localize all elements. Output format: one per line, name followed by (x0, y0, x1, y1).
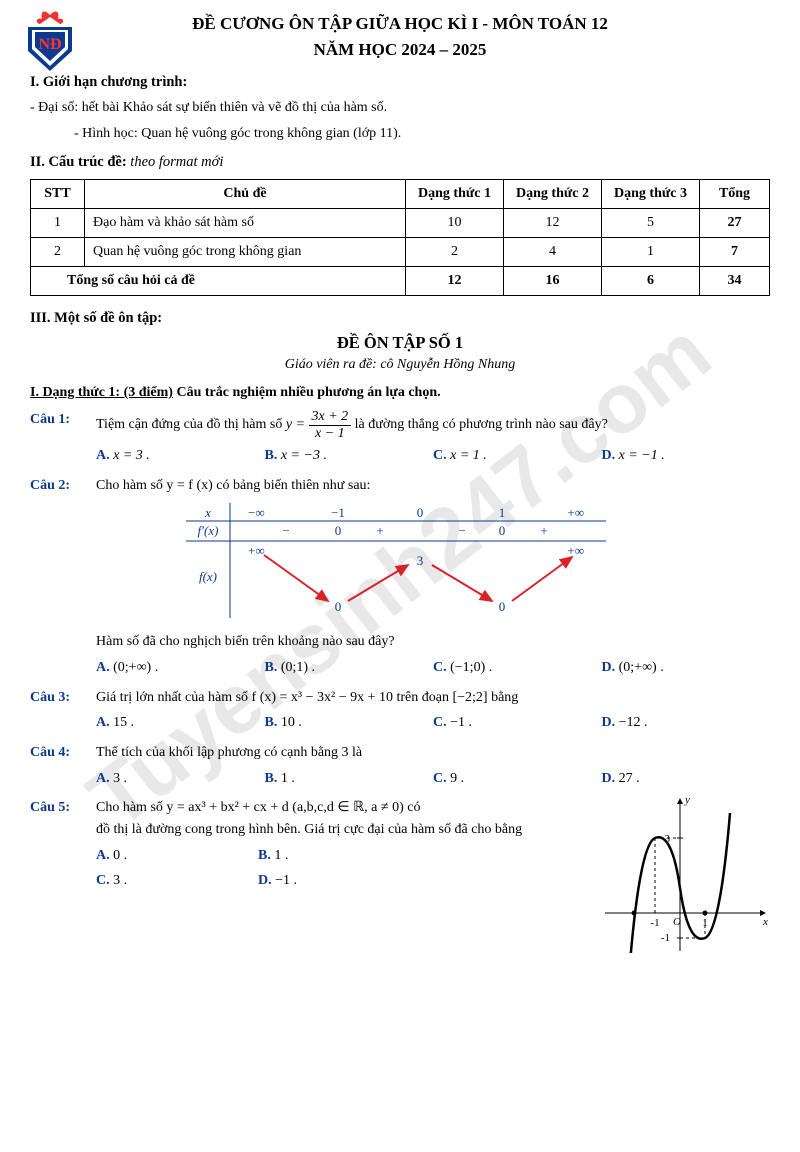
svg-text:3: 3 (417, 553, 424, 568)
svg-text:0: 0 (335, 523, 342, 538)
section-1-p2: - Hình học: Quan hệ vuông góc trong khôn… (74, 123, 770, 145)
table-row: 2 Quan hệ vuông góc trong không gian 2 4… (31, 238, 770, 267)
school-logo: NĐ (20, 9, 80, 79)
table-row: 1 Đạo hàm và khảo sát hàm số 10 12 5 27 (31, 209, 770, 238)
svg-text:1: 1 (499, 505, 506, 520)
doc-title-2: NĂM HỌC 2024 – 2025 (30, 40, 770, 60)
section-2-heading: II. Cấu trúc đề: theo format mới (30, 154, 770, 171)
svg-text:NĐ: NĐ (38, 36, 61, 53)
svg-text:-1: -1 (661, 932, 670, 944)
table-header-row: STT Chủ đề Dạng thức 1 Dạng thức 2 Dạng … (31, 180, 770, 209)
svg-text:-1: -1 (650, 917, 659, 929)
svg-text:+∞: +∞ (567, 505, 584, 520)
svg-text:y: y (684, 797, 690, 806)
section-1-heading: I. Giới hạn chương trình: (30, 74, 770, 91)
svg-text:+: + (540, 523, 547, 538)
table-total-row: Tổng số câu hỏi cả đề 12 16 6 34 (31, 267, 770, 296)
svg-text:0: 0 (499, 523, 506, 538)
exam-title: ĐỀ ÔN TẬP SỐ 1 (30, 333, 770, 353)
teacher-name: Giáo viên ra đề: cô Nguyễn Hồng Nhung (30, 357, 770, 373)
svg-text:−: − (458, 523, 465, 538)
svg-text:O: O (673, 916, 681, 928)
svg-text:−∞: −∞ (248, 505, 265, 520)
question-1: Câu 1: Tiệm cận đứng của đồ thị hàm số y… (30, 409, 770, 466)
question-5: Câu 5: x y -1 1 3 -1 O (30, 797, 770, 953)
svg-text:−: − (282, 523, 289, 538)
cubic-graph: x y -1 1 3 -1 O (595, 797, 770, 953)
svg-text:0: 0 (335, 599, 342, 614)
variation-table: x f′(x) f(x) −∞ −1 0 1 +∞ − 0 + − 0 + +∞… (186, 503, 606, 618)
structure-table: STT Chủ đề Dạng thức 1 Dạng thức 2 Dạng … (30, 179, 770, 296)
svg-text:x: x (762, 916, 768, 928)
svg-text:0: 0 (499, 599, 506, 614)
svg-text:0: 0 (417, 505, 424, 520)
question-2: Câu 2: Cho hàm số y = f (x) có bảng biến… (30, 475, 770, 679)
svg-text:f(x): f(x) (199, 569, 217, 584)
question-3: Câu 3: Giá trị lớn nhất của hàm số f (x)… (30, 687, 770, 734)
section-3-heading: III. Một số đề ôn tập: (30, 310, 770, 327)
svg-text:+: + (376, 523, 383, 538)
svg-text:f′(x): f′(x) (198, 523, 219, 538)
part1-heading: I. Dạng thức 1: (3 điểm) (30, 385, 173, 400)
svg-text:+∞: +∞ (248, 543, 265, 558)
question-4: Câu 4: Thể tích của khối lập phương có c… (30, 742, 770, 789)
doc-title-1: ĐỀ CƯƠNG ÔN TẬP GIỮA HỌC KÌ I - MÔN TOÁN… (30, 14, 770, 34)
section-1-p1: - Đại số: hết bài Khảo sát sự biến thiên… (30, 97, 770, 119)
svg-text:−1: −1 (331, 505, 345, 520)
svg-text:+∞: +∞ (567, 543, 584, 558)
svg-text:x: x (204, 505, 211, 520)
